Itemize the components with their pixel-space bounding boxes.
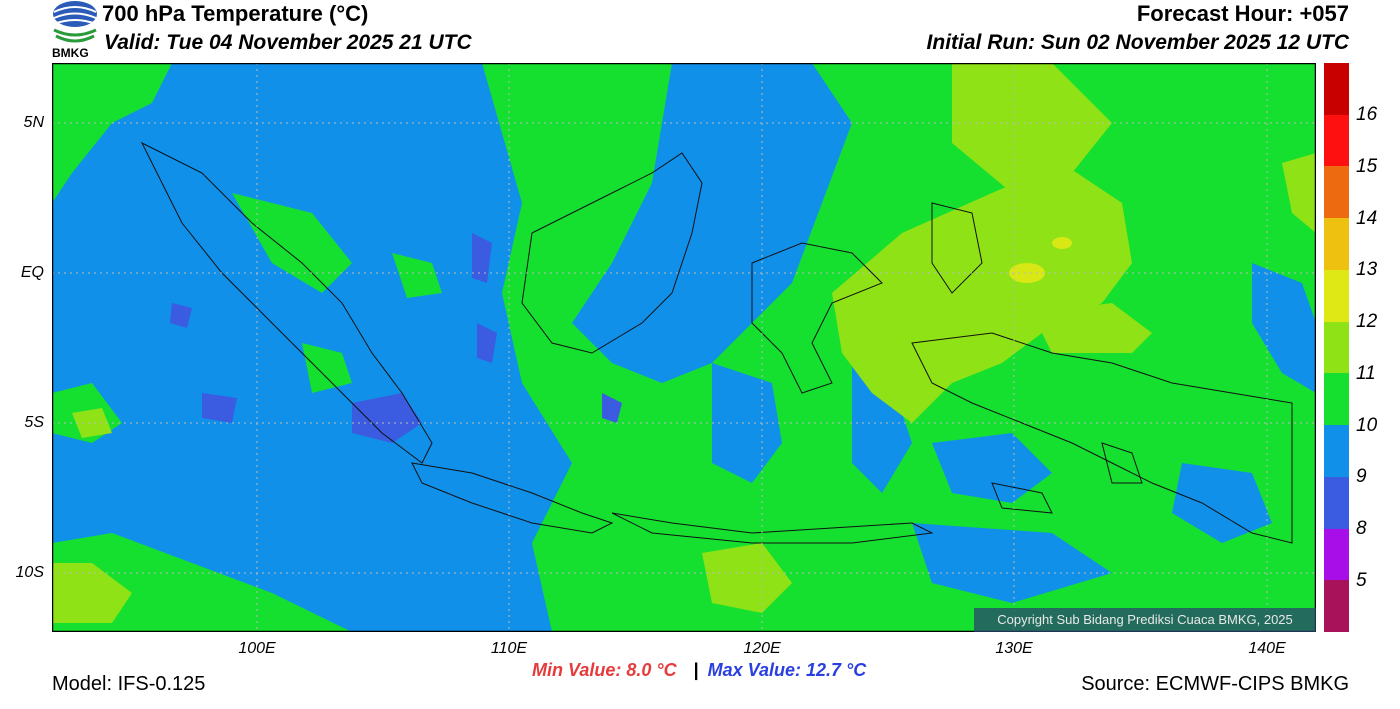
- colorbar-segment: [1324, 114, 1349, 167]
- map-frame: [52, 63, 1316, 632]
- map-canvas: [52, 63, 1316, 632]
- colorbar-label-5: 5: [1356, 570, 1367, 591]
- lon-label-140e: 140E: [1248, 640, 1286, 657]
- source-label: Source: ECMWF-CIPS BMKG: [1081, 673, 1349, 695]
- colorbar-segment: [1324, 425, 1349, 477]
- colorbar-segment: [1324, 373, 1349, 426]
- lon-label-100e: 100E: [238, 640, 276, 657]
- lon-label-130e: 130E: [995, 640, 1033, 657]
- logo-text: BMKG: [52, 46, 89, 60]
- colorbar-label-14: 14: [1356, 208, 1378, 229]
- colorbar-label-13: 13: [1356, 259, 1378, 280]
- colorbar-segment: [1324, 63, 1349, 115]
- colorbar-label-10: 10: [1356, 415, 1378, 436]
- initial-run: Initial Run: Sun 02 November 2025 12 UTC: [926, 31, 1349, 54]
- colorbar-segment: [1324, 218, 1349, 270]
- colorbar-label-12: 12: [1356, 311, 1378, 332]
- lon-label-110e: 110E: [490, 640, 528, 657]
- lat-label-5s: 5S: [24, 414, 44, 431]
- lat-label-10s: 10S: [15, 564, 44, 581]
- colorbar: [1324, 63, 1349, 632]
- graticule: [52, 63, 1316, 632]
- max-value: Max Value: 12.7 °C: [707, 660, 867, 680]
- colorbar-segment: [1324, 476, 1349, 529]
- forecast-hour: Forecast Hour: +057: [1136, 1, 1349, 26]
- colorbar-label-11: 11: [1356, 363, 1376, 384]
- colorbar-segment: [1324, 269, 1349, 322]
- band-12-regions: [1009, 237, 1072, 283]
- temperature-map[interactable]: [52, 63, 1316, 632]
- lat-label-5n: 5N: [23, 114, 44, 131]
- valid-time: Valid: Tue 04 November 2025 21 UTC: [104, 31, 472, 54]
- bmkg-logo: [50, 0, 100, 60]
- min-max-values: Min Value: 8.0 °C | Max Value: 12.7 °C: [532, 660, 866, 681]
- colorbar-segment: [1324, 580, 1349, 632]
- colorbar-label-8: 8: [1356, 518, 1367, 539]
- copyright-notice: Copyright Sub Bidang Prediksi Cuaca BMKG…: [974, 608, 1316, 632]
- min-max-separator: |: [693, 660, 699, 680]
- colorbar-label-15: 15: [1356, 156, 1378, 177]
- colorbar-label-16: 16: [1356, 104, 1378, 125]
- colorbar-segment: [1324, 528, 1349, 581]
- lon-label-120e: 120E: [743, 640, 781, 657]
- coastlines: [140, 141, 1293, 544]
- map-title: 700 hPa Temperature (°C): [102, 1, 369, 26]
- band-9-regions: [572, 63, 1316, 603]
- model-label: Model: IFS-0.125: [52, 673, 206, 695]
- colorbar-segment: [1324, 166, 1349, 219]
- band-11-regions: [52, 63, 1316, 623]
- band-8-regions: [170, 233, 622, 443]
- colorbar-label-9: 9: [1356, 466, 1367, 487]
- colorbar-segment: [1324, 321, 1349, 374]
- min-value: Min Value: 8.0 °C: [532, 660, 677, 680]
- lat-label-eq: EQ: [20, 264, 44, 281]
